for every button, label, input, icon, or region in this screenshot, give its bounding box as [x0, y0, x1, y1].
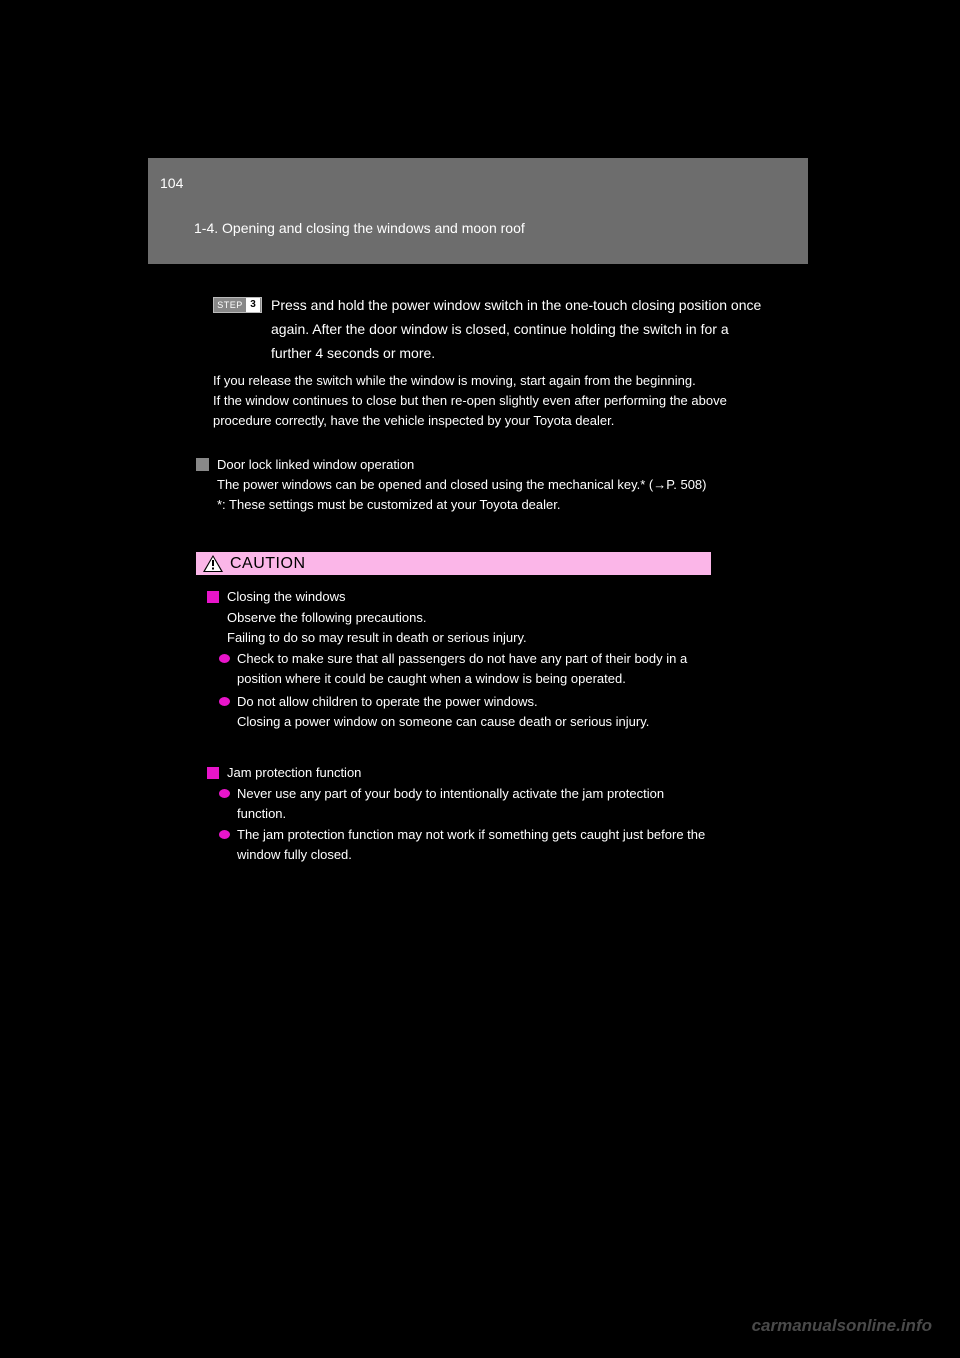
caution-heading-2: Jam protection function: [227, 763, 707, 783]
header-band: [148, 158, 808, 264]
note-paragraph: If you release the switch while the wind…: [213, 371, 765, 431]
caution-bullet-3: Never use any part of your body to inten…: [237, 784, 709, 824]
magenta-bullet-icon: [219, 654, 230, 663]
caution-heading-1: Closing the windows: [227, 587, 707, 607]
caution-bullet-1: Check to make sure that all passengers d…: [237, 649, 709, 689]
caution-bullet-4: The jam protection function may not work…: [237, 825, 709, 865]
step-number: 3: [246, 298, 260, 312]
magenta-bullet-icon: [219, 789, 230, 798]
gray-section: Door lock linked window operation The po…: [217, 455, 762, 515]
step-badge: STEP 3: [213, 297, 262, 313]
step-label: STEP: [214, 300, 246, 310]
warning-icon: [202, 554, 224, 573]
caution-intro-1: Observe the following precautions. Faili…: [227, 608, 707, 648]
note-text-1: If you release the switch while the wind…: [213, 373, 696, 388]
page-number: 104: [160, 175, 183, 191]
gray-heading: Door lock linked window operation: [217, 457, 414, 472]
magenta-square-marker: [207, 591, 219, 603]
watermark: carmanualsonline.info: [752, 1316, 932, 1336]
gray-body: The power windows can be opened and clos…: [217, 477, 706, 492]
step-paragraph: Press and hold the power window switch i…: [271, 294, 765, 365]
caution-bullet-2: Do not allow children to operate the pow…: [237, 692, 709, 732]
caution-bar: CAUTION: [195, 551, 712, 576]
note-text-2: If the window continues to close but the…: [213, 393, 727, 428]
gray-body-2: *: These settings must be customized at …: [217, 497, 560, 512]
magenta-square-marker: [207, 767, 219, 779]
section-title: 1-4. Opening and closing the windows and…: [194, 220, 525, 236]
gray-square-marker: [196, 458, 209, 471]
manual-page: 104 1-4. Opening and closing the windows…: [0, 0, 960, 1358]
caution-label: CAUTION: [230, 555, 306, 573]
magenta-bullet-icon: [219, 697, 230, 706]
magenta-bullet-icon: [219, 830, 230, 839]
